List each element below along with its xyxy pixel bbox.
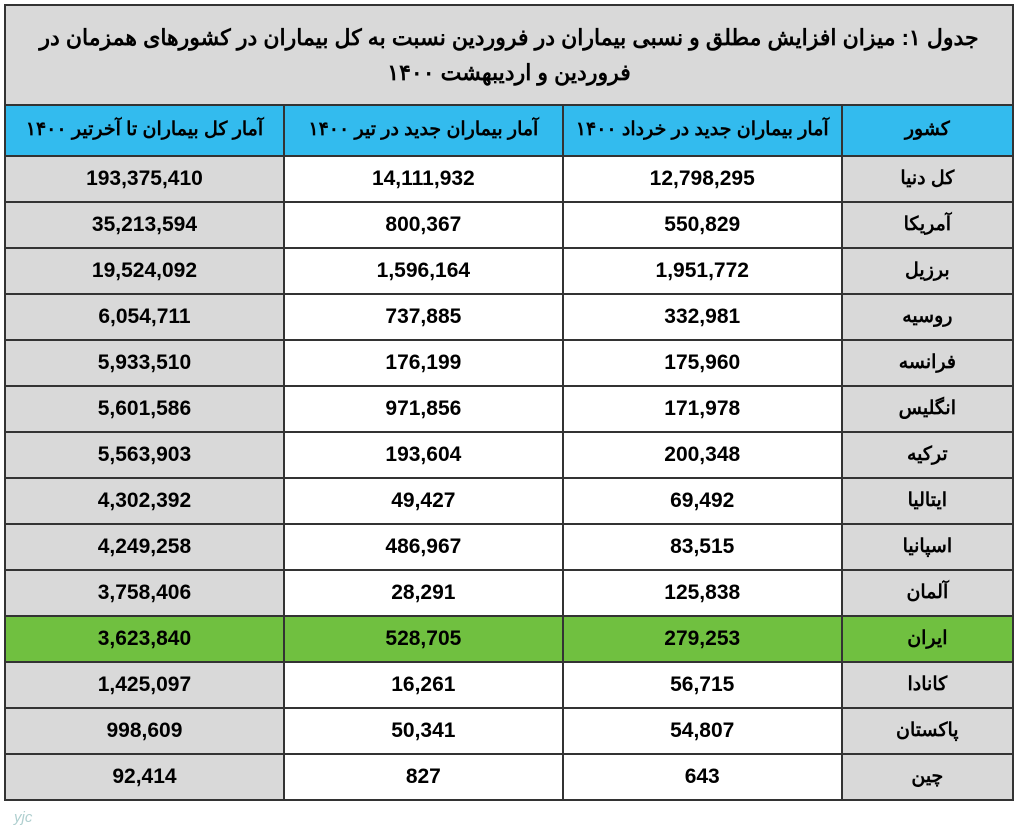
data-cell-tir: 14,111,932	[284, 156, 563, 202]
data-cell-khordad: 550,829	[563, 202, 842, 248]
data-cell-khordad: 69,492	[563, 478, 842, 524]
country-cell: کانادا	[842, 662, 1013, 708]
table-row: پاکستان54,80750,341998,609	[5, 708, 1013, 754]
table-title-row: جدول ۱: میزان افزایش مطلق و نسبی بیماران…	[5, 5, 1013, 105]
data-cell-total: 998,609	[5, 708, 284, 754]
table-row: کانادا56,71516,2611,425,097	[5, 662, 1013, 708]
country-cell: پاکستان	[842, 708, 1013, 754]
data-cell-tir: 1,596,164	[284, 248, 563, 294]
data-cell-tir: 528,705	[284, 616, 563, 662]
table-row: برزیل1,951,7721,596,16419,524,092	[5, 248, 1013, 294]
data-cell-tir: 827	[284, 754, 563, 800]
data-cell-khordad: 332,981	[563, 294, 842, 340]
data-cell-total: 92,414	[5, 754, 284, 800]
country-cell: اسپانیا	[842, 524, 1013, 570]
table-row: چین64382792,414	[5, 754, 1013, 800]
table-row: آلمان125,83828,2913,758,406	[5, 570, 1013, 616]
data-cell-total: 5,563,903	[5, 432, 284, 478]
data-cell-total: 1,425,097	[5, 662, 284, 708]
header-col1: آمار بیماران جدید در خرداد ۱۴۰۰	[563, 105, 842, 156]
country-cell: ایتالیا	[842, 478, 1013, 524]
country-cell: چین	[842, 754, 1013, 800]
data-cell-total: 4,249,258	[5, 524, 284, 570]
data-cell-tir: 800,367	[284, 202, 563, 248]
table-row: آمریکا550,829800,36735,213,594	[5, 202, 1013, 248]
country-cell: آمریکا	[842, 202, 1013, 248]
table-header-row: کشور آمار بیماران جدید در خرداد ۱۴۰۰ آما…	[5, 105, 1013, 156]
country-cell: آلمان	[842, 570, 1013, 616]
data-cell-tir: 193,604	[284, 432, 563, 478]
data-cell-tir: 28,291	[284, 570, 563, 616]
data-cell-khordad: 83,515	[563, 524, 842, 570]
data-cell-tir: 486,967	[284, 524, 563, 570]
covid-stats-table: جدول ۱: میزان افزایش مطلق و نسبی بیماران…	[4, 4, 1014, 801]
header-country: کشور	[842, 105, 1013, 156]
data-cell-total: 193,375,410	[5, 156, 284, 202]
data-cell-khordad: 171,978	[563, 386, 842, 432]
data-cell-tir: 16,261	[284, 662, 563, 708]
data-cell-total: 5,933,510	[5, 340, 284, 386]
data-cell-khordad: 125,838	[563, 570, 842, 616]
data-cell-total: 6,054,711	[5, 294, 284, 340]
country-cell: انگلیس	[842, 386, 1013, 432]
data-cell-khordad: 279,253	[563, 616, 842, 662]
data-cell-total: 19,524,092	[5, 248, 284, 294]
data-cell-total: 4,302,392	[5, 478, 284, 524]
data-cell-total: 35,213,594	[5, 202, 284, 248]
data-cell-total: 3,758,406	[5, 570, 284, 616]
data-cell-tir: 49,427	[284, 478, 563, 524]
table-row: ایران279,253528,7053,623,840	[5, 616, 1013, 662]
table-row: ترکیه200,348193,6045,563,903	[5, 432, 1013, 478]
table-row: روسیه332,981737,8856,054,711	[5, 294, 1013, 340]
table-row: فرانسه175,960176,1995,933,510	[5, 340, 1013, 386]
data-cell-khordad: 175,960	[563, 340, 842, 386]
data-cell-tir: 737,885	[284, 294, 563, 340]
table-body: کل دنیا12,798,29514,111,932193,375,410آم…	[5, 156, 1013, 800]
data-cell-tir: 50,341	[284, 708, 563, 754]
data-cell-khordad: 643	[563, 754, 842, 800]
data-cell-khordad: 12,798,295	[563, 156, 842, 202]
header-col3: آمار کل بیماران تا آخرتیر ۱۴۰۰	[5, 105, 284, 156]
table-row: ایتالیا69,49249,4274,302,392	[5, 478, 1013, 524]
data-cell-khordad: 1,951,772	[563, 248, 842, 294]
watermark: yjc	[14, 809, 32, 826]
country-cell: ایران	[842, 616, 1013, 662]
data-cell-khordad: 54,807	[563, 708, 842, 754]
table-row: اسپانیا83,515486,9674,249,258	[5, 524, 1013, 570]
table-row: انگلیس171,978971,8565,601,586	[5, 386, 1013, 432]
data-cell-total: 5,601,586	[5, 386, 284, 432]
data-cell-khordad: 56,715	[563, 662, 842, 708]
data-cell-total: 3,623,840	[5, 616, 284, 662]
data-cell-khordad: 200,348	[563, 432, 842, 478]
country-cell: روسیه	[842, 294, 1013, 340]
country-cell: ترکیه	[842, 432, 1013, 478]
table-title: جدول ۱: میزان افزایش مطلق و نسبی بیماران…	[5, 5, 1013, 105]
country-cell: کل دنیا	[842, 156, 1013, 202]
data-cell-tir: 176,199	[284, 340, 563, 386]
header-col2: آمار بیماران جدید در تیر ۱۴۰۰	[284, 105, 563, 156]
data-cell-tir: 971,856	[284, 386, 563, 432]
table-row: کل دنیا12,798,29514,111,932193,375,410	[5, 156, 1013, 202]
country-cell: برزیل	[842, 248, 1013, 294]
country-cell: فرانسه	[842, 340, 1013, 386]
